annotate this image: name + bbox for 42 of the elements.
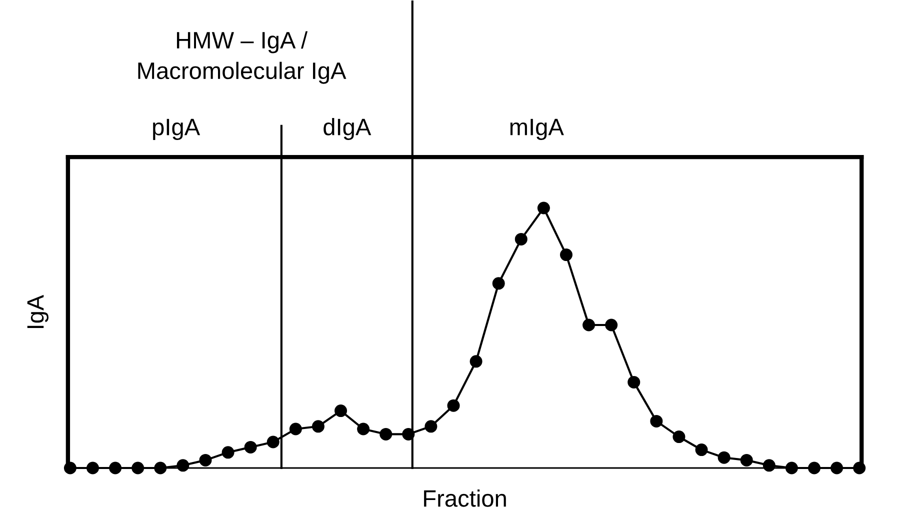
point <box>86 462 99 474</box>
point <box>740 454 753 466</box>
point <box>312 420 324 433</box>
point <box>402 428 415 440</box>
point <box>492 277 505 290</box>
point <box>222 446 234 459</box>
point <box>266 436 280 448</box>
point <box>447 399 460 412</box>
point <box>830 462 844 474</box>
point <box>176 459 190 472</box>
y-axis-title: IgA <box>27 294 49 328</box>
point <box>718 451 730 464</box>
point <box>785 462 798 474</box>
point <box>605 318 618 332</box>
point <box>853 462 866 474</box>
point <box>424 420 438 433</box>
point <box>357 422 370 436</box>
point <box>154 462 167 474</box>
point <box>514 232 528 246</box>
point <box>762 459 776 472</box>
x-axis-title: Fraction <box>424 490 506 507</box>
point <box>808 462 821 474</box>
point <box>628 376 640 388</box>
text: mIgA <box>510 118 564 140</box>
point <box>64 462 76 474</box>
point <box>380 428 392 440</box>
point <box>672 430 686 444</box>
point <box>109 462 122 474</box>
point <box>334 404 348 418</box>
text: HMW – IgA / Macromolecular IgA <box>138 31 346 84</box>
point <box>132 462 144 474</box>
point <box>244 440 257 454</box>
point <box>470 355 482 368</box>
point <box>289 422 302 436</box>
point <box>582 318 596 332</box>
point <box>695 444 708 456</box>
text: pIgA <box>153 118 200 140</box>
point <box>650 414 663 428</box>
point <box>199 454 212 466</box>
text: dIgA <box>324 118 372 140</box>
point <box>560 248 572 262</box>
point <box>537 202 550 214</box>
